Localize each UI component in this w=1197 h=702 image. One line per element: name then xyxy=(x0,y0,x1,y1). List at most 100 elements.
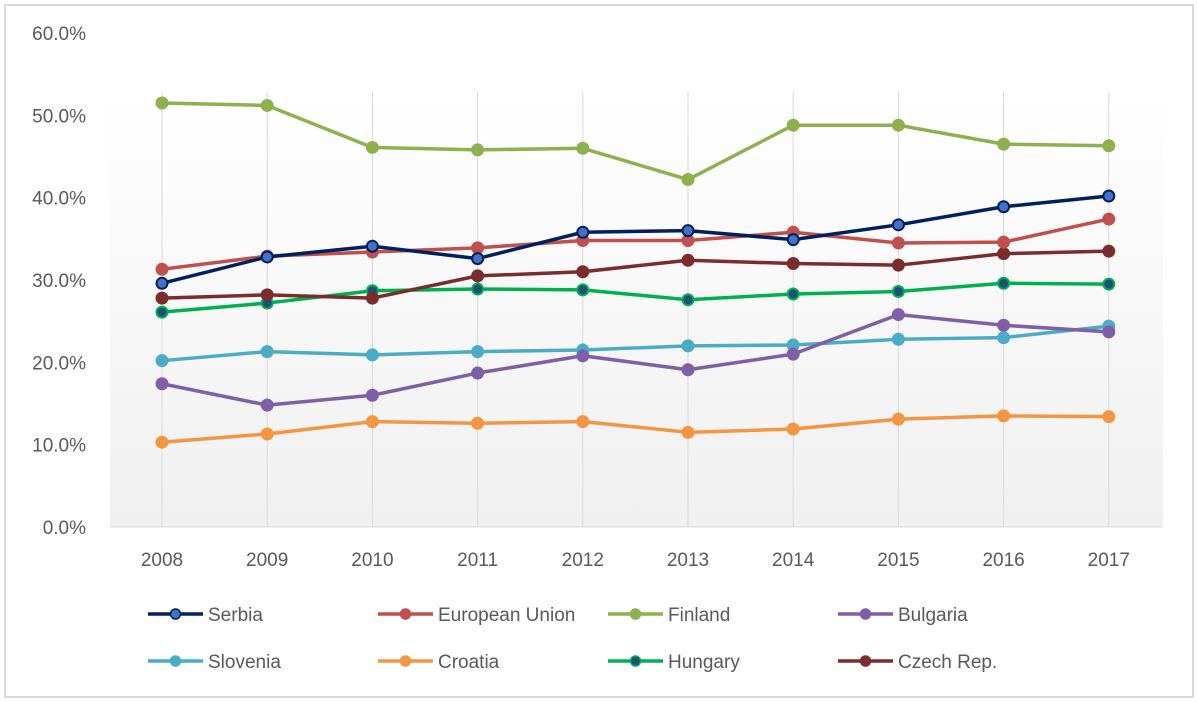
data-point-czech-rep-2012 xyxy=(576,265,590,279)
data-point-croatia-2012 xyxy=(576,415,590,429)
data-point-serbia-2017 xyxy=(1102,189,1116,203)
series-line-czech-rep xyxy=(161,249,1109,300)
data-point-finland-2015 xyxy=(891,118,905,132)
data-point-czech-rep-2013 xyxy=(681,253,695,267)
data-point-finland-2017 xyxy=(1102,139,1116,153)
data-point-serbia-2010 xyxy=(365,239,379,253)
legend-label: European Union xyxy=(438,605,575,626)
data-point-bulgaria-2015 xyxy=(891,308,905,322)
data-point-slovenia-2011 xyxy=(471,345,485,359)
data-point-bulgaria-2010 xyxy=(365,388,379,402)
data-point-bulgaria-2013 xyxy=(681,363,695,377)
y-tick-label: 60.0% xyxy=(32,24,86,45)
legend-label: Serbia xyxy=(208,605,263,626)
series-line-bulgaria xyxy=(161,312,1109,407)
legend-label: Finland xyxy=(668,605,730,626)
data-point-serbia-2009 xyxy=(260,250,274,264)
legend-label: Croatia xyxy=(438,652,500,673)
series-finland xyxy=(155,96,1116,187)
data-point-hungary-2015 xyxy=(891,285,905,299)
x-tick-label: 2017 xyxy=(1088,550,1130,571)
legend-item-serbia: Serbia xyxy=(148,605,263,626)
data-point-hungary-2008 xyxy=(155,305,169,319)
data-point-finland-2012 xyxy=(576,141,590,155)
data-point-hungary-2017 xyxy=(1102,277,1116,291)
data-point-european-union-2015 xyxy=(891,236,905,250)
data-point-czech-rep-2011 xyxy=(471,269,485,283)
legend-swatch-marker xyxy=(859,655,872,667)
data-point-slovenia-2009 xyxy=(260,345,274,359)
legend-swatch-marker xyxy=(859,608,872,620)
legend-item-european-union: European Union xyxy=(378,605,575,626)
x-tick-label: 2012 xyxy=(562,550,604,571)
data-point-slovenia-2015 xyxy=(891,332,905,346)
data-point-czech-rep-2009 xyxy=(260,288,274,302)
x-tick-label: 2015 xyxy=(877,550,919,571)
x-tick-label: 2011 xyxy=(457,550,498,571)
data-point-finland-2016 xyxy=(997,137,1011,151)
data-point-bulgaria-2008 xyxy=(155,377,169,391)
data-point-bulgaria-2011 xyxy=(471,366,485,380)
legend-label: Slovenia xyxy=(208,652,281,673)
data-point-croatia-2013 xyxy=(681,425,695,439)
series-line-serbia xyxy=(161,194,1109,285)
series-line-croatia xyxy=(161,414,1109,444)
series-bulgaria xyxy=(155,308,1116,412)
legend: Serbia European Union Finland Bulgaria Slove… xyxy=(148,605,997,673)
data-point-bulgaria-2016 xyxy=(997,318,1011,332)
data-point-serbia-2015 xyxy=(891,218,905,232)
data-point-finland-2011 xyxy=(471,143,485,157)
data-point-croatia-2016 xyxy=(997,409,1011,423)
legend-item-croatia: Croatia xyxy=(378,652,500,673)
data-point-czech-rep-2008 xyxy=(155,291,169,305)
data-point-slovenia-2008 xyxy=(155,354,169,368)
x-tick-label: 2016 xyxy=(982,550,1024,571)
data-point-european-union-2017 xyxy=(1102,212,1116,226)
y-tick-label: 40.0% xyxy=(32,189,86,210)
data-point-bulgaria-2009 xyxy=(260,398,274,412)
data-point-slovenia-2010 xyxy=(365,348,379,362)
data-point-hungary-2011 xyxy=(471,282,485,296)
series-line-finland xyxy=(161,101,1109,182)
data-point-croatia-2008 xyxy=(155,435,169,449)
legend-swatch-marker xyxy=(399,608,412,620)
legend-item-hungary: Hungary xyxy=(608,652,740,673)
data-point-hungary-2013 xyxy=(681,293,695,307)
y-axis-ticks: 0.0% 10.0% 20.0% 30.0% 40.0% 50.0% 60.0% xyxy=(32,24,86,539)
x-tick-label: 2014 xyxy=(772,550,815,571)
x-tick-label: 2008 xyxy=(141,550,183,571)
data-point-croatia-2011 xyxy=(471,416,485,430)
legend-label: Czech Rep. xyxy=(898,652,997,673)
x-tick-label: 2010 xyxy=(351,550,393,571)
legend-label: Hungary xyxy=(668,652,740,673)
data-point-bulgaria-2014 xyxy=(786,347,800,361)
series-serbia xyxy=(155,189,1116,290)
series-lines xyxy=(155,96,1116,449)
data-point-czech-rep-2015 xyxy=(891,258,905,272)
legend-swatch-marker xyxy=(399,655,412,667)
series-line-european-union xyxy=(161,217,1110,272)
legend-item-czech-rep: Czech Rep. xyxy=(838,652,997,673)
y-tick-label: 10.0% xyxy=(32,436,86,457)
data-point-european-union-2008 xyxy=(155,262,169,276)
y-tick-label: 0.0% xyxy=(43,518,86,539)
legend-swatch-marker xyxy=(169,608,182,620)
data-point-finland-2013 xyxy=(681,173,695,187)
data-point-croatia-2015 xyxy=(891,412,905,426)
data-point-croatia-2017 xyxy=(1102,410,1116,424)
data-point-hungary-2016 xyxy=(997,276,1011,290)
data-point-finland-2008 xyxy=(155,96,169,110)
series-line-slovenia xyxy=(161,324,1109,363)
data-point-croatia-2009 xyxy=(260,427,274,441)
legend-swatch-marker xyxy=(629,655,642,667)
data-point-european-union-2016 xyxy=(997,235,1011,249)
data-point-hungary-2014 xyxy=(786,287,800,301)
data-point-bulgaria-2012 xyxy=(576,349,590,363)
legend-item-slovenia: Slovenia xyxy=(148,652,281,673)
legend-swatch-marker xyxy=(169,655,182,667)
series-slovenia xyxy=(155,319,1116,368)
data-point-serbia-2011 xyxy=(471,252,485,266)
data-point-hungary-2012 xyxy=(576,283,590,297)
data-point-czech-rep-2014 xyxy=(786,257,800,271)
legend-item-finland: Finland xyxy=(608,605,730,626)
